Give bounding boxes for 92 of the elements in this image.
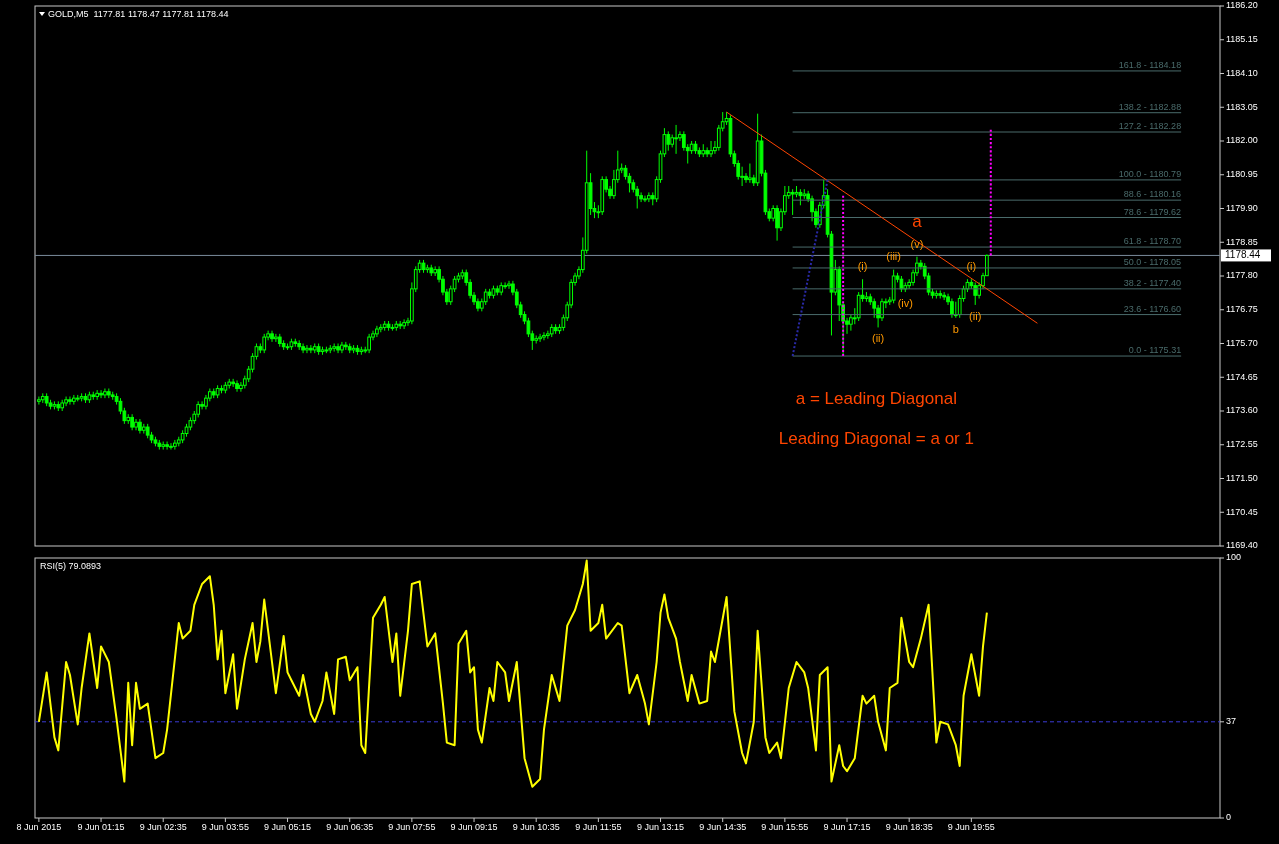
x-tick-label: 9 Jun 02:35 [139, 822, 187, 832]
x-tick-label: 9 Jun 19:55 [947, 822, 995, 832]
series-label: 127.2 - 1182.28 [1118, 121, 1182, 131]
candlestick [942, 291, 947, 301]
annotation: (i) [857, 260, 868, 273]
line-series [37, 559, 988, 788]
series-label: 0.0 - 1175.31 [1128, 345, 1182, 356]
y-tick-label: 1184.10 [1226, 67, 1258, 78]
candlestick [68, 396, 72, 406]
series-label: 88.6 - 1180.16 [1123, 189, 1182, 200]
annotation: (ii) [969, 309, 982, 322]
x-tick-label: 9 Jun 05:15 [264, 822, 312, 832]
x-tick-label: 9 Jun 03:55 [201, 822, 249, 832]
candlestick [503, 281, 507, 290]
x-tick-label: 9 Jun 09:15 [450, 822, 498, 832]
x-tick-label: 8 Jun 2015 [16, 822, 62, 832]
candlestick [134, 418, 138, 431]
candlestick [542, 331, 546, 341]
candlestick [647, 191, 651, 203]
candlestick [367, 333, 371, 354]
series-label: 50.0 - 1178.05 [1123, 256, 1182, 267]
annotation: b [952, 322, 959, 335]
candlestick [169, 442, 173, 451]
y-tick-label: 1182.00 [1226, 135, 1258, 146]
series-label: 23.6 - 1176.60 [1123, 303, 1182, 314]
x-tick-label: 9 Jun 13:15 [637, 822, 685, 832]
y-tick-label: 1174.65 [1226, 371, 1258, 382]
x-tick-label: 9 Jun 14:35 [699, 822, 747, 832]
x-tick-label: 9 Jun 06:35 [326, 822, 374, 832]
candlestick [705, 146, 710, 158]
y-tick-label: 1185.15 [1226, 34, 1258, 45]
x-tick-label: 9 Jun 01:15 [77, 822, 125, 832]
annotation: a = Leading Diagonal [795, 388, 957, 408]
candlestick [748, 163, 752, 184]
y-tick-label: 1180.95 [1226, 169, 1258, 180]
x-tick-label: 9 Jun 11:55 [575, 822, 622, 832]
y-tick-label: 1169.40 [1226, 540, 1258, 551]
candlestick [99, 389, 103, 399]
ref-line-label: 1178.44 [1225, 249, 1261, 261]
candlestick [71, 394, 76, 406]
candlestick [775, 204, 779, 242]
candlestick [674, 124, 678, 155]
y-tick-label: 1176.75 [1226, 304, 1258, 315]
annotation: a [912, 212, 923, 232]
y-tick-label: 1179.90 [1226, 202, 1258, 213]
candlestick [950, 298, 954, 319]
candlestick [643, 195, 647, 203]
annotation: (iv) [897, 296, 913, 309]
candlestick [173, 439, 177, 451]
candlestick [402, 318, 406, 330]
y-tick-label: 1178.85 [1226, 236, 1258, 247]
candlestick [37, 396, 41, 406]
x-tick-label: 9 Jun 18:35 [885, 822, 933, 832]
candlestick [165, 441, 169, 451]
candlestick [270, 330, 274, 343]
chart-title: RSI(5) 79.0893 [40, 561, 102, 571]
candlestick [507, 280, 511, 290]
x-tick-label: 9 Jun 15:55 [761, 822, 809, 832]
y-tick-label: 100 [1226, 552, 1242, 563]
x-tick-label: 9 Jun 07:55 [388, 822, 436, 832]
y-tick-label: 1177.80 [1226, 270, 1258, 281]
chart-title: GOLD,M5 1177.81 1178.47 1177.81 1178.44 [48, 9, 229, 19]
series-label: 161.8 - 1184.18 [1118, 59, 1182, 70]
y-tick-label: 1170.45 [1226, 506, 1258, 517]
series-label: 100.0 - 1180.79 [1118, 168, 1182, 179]
candlestick [305, 344, 309, 354]
y-tick-label: 1186.20 [1226, 0, 1258, 11]
candlestick [790, 188, 795, 216]
y-tick-label: 1175.70 [1226, 337, 1258, 348]
candlestick [274, 333, 278, 343]
candlestick [262, 333, 267, 354]
series-label: 38.2 - 1177.40 [1123, 277, 1182, 288]
candlestick [538, 333, 542, 343]
candlestick [235, 379, 239, 393]
series-label: 138.2 - 1182.88 [1118, 101, 1182, 112]
y-tick-label: 37 [1226, 716, 1237, 727]
x-tick-label: 9 Jun 17:15 [823, 822, 871, 832]
y-tick-label: 1172.55 [1226, 439, 1258, 450]
y-tick-label: 1183.05 [1226, 101, 1258, 112]
candlestick [308, 344, 313, 354]
candlestick [709, 140, 713, 158]
series-label: 61.8 - 1178.70 [1123, 236, 1182, 247]
annotation: (ii) [871, 332, 885, 345]
candlestick [231, 378, 236, 388]
series-label: 78.6 - 1179.62 [1123, 206, 1182, 217]
y-tick-label: 1173.60 [1226, 405, 1258, 416]
annotation: (i) [966, 260, 977, 273]
y-tick-label: 1171.50 [1226, 472, 1258, 483]
annotation: (v) [910, 237, 924, 250]
annotation: Leading Diagonal = a or 1 [778, 428, 974, 448]
x-tick-label: 9 Jun 10:35 [512, 822, 560, 832]
y-tick-label: 0 [1226, 812, 1232, 823]
